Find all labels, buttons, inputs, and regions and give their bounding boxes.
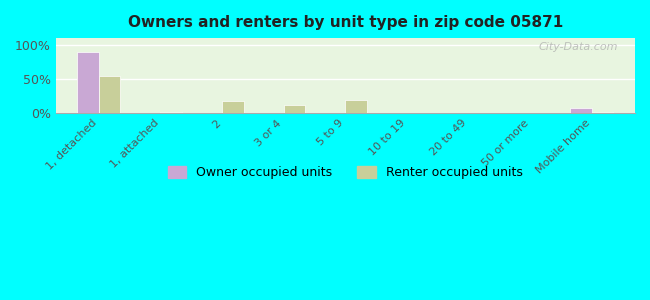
Bar [161, 112, 182, 113]
Bar [77, 52, 99, 113]
Bar [570, 108, 592, 113]
Text: City-Data.com: City-Data.com [538, 42, 617, 52]
Bar [222, 101, 244, 113]
Bar [99, 76, 120, 113]
Bar [592, 112, 614, 113]
Bar [284, 105, 306, 113]
Bar [345, 100, 367, 113]
Legend: Owner occupied units, Renter occupied units: Owner occupied units, Renter occupied un… [162, 160, 528, 184]
Title: Owners and renters by unit type in zip code 05871: Owners and renters by unit type in zip c… [128, 15, 563, 30]
